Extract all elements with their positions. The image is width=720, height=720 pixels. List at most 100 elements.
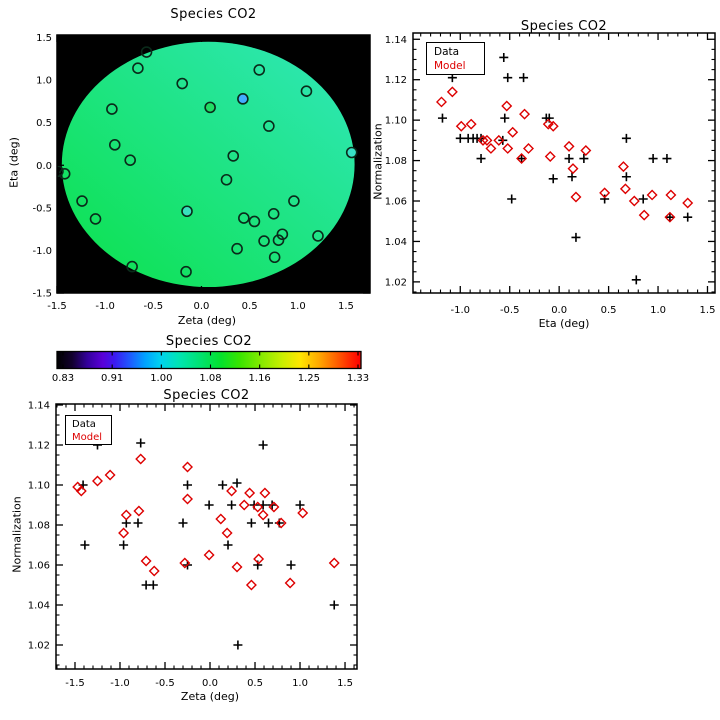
data-plus-marker — [233, 640, 243, 650]
norm_vs_eta-frame — [412, 32, 716, 294]
star-circle-marker — [263, 120, 275, 132]
model-diamond-marker — [446, 86, 458, 98]
model-diamond-marker — [244, 487, 256, 499]
norm-vs-eta-title: Species CO2 — [520, 19, 608, 34]
data-plus-marker — [579, 154, 589, 164]
data-plus-marker — [223, 540, 233, 550]
star-circle-marker — [176, 77, 188, 90]
map-xtick-label: 0.0 — [194, 301, 210, 312]
star-circle-marker — [89, 213, 102, 225]
data-plus-marker — [80, 540, 90, 550]
map-xtick-label: -1.5 — [47, 301, 67, 312]
norm_vs_zeta-ytick-label: 1.02 — [28, 641, 50, 652]
model-diamond-marker — [682, 197, 694, 209]
legend-data-label: Data — [434, 46, 460, 58]
norm_vs_zeta-xtick-label: -1.5 — [65, 678, 85, 689]
norm_vs_eta-ytick-label: 1.12 — [385, 75, 407, 86]
model-diamond-marker — [502, 142, 514, 154]
map-xtick-label: -1.0 — [95, 301, 115, 312]
norm_vs_zeta-ytick-label: 1.12 — [28, 441, 50, 452]
norm_vs_eta-ytick-label: 1.06 — [385, 197, 407, 208]
model-diamond-marker — [238, 499, 250, 511]
norm_vs_zeta-xtick-label: 0.5 — [247, 678, 263, 689]
data-plus-marker — [455, 133, 465, 143]
norm-vs-eta-legend: Data Model — [426, 42, 485, 75]
data-plus-marker — [621, 172, 631, 182]
data-plus-marker — [567, 172, 577, 182]
norm_vs_zeta-xtick-label: -1.0 — [110, 678, 130, 689]
norm_vs_eta-model-series — [435, 86, 694, 223]
model-diamond-marker — [148, 565, 160, 577]
model-diamond-marker — [203, 549, 215, 561]
star-circle-marker — [253, 64, 266, 76]
map-ytick-label: -1.5 — [32, 289, 52, 300]
map-ytick-label: 0.0 — [36, 161, 52, 172]
map-axes: -1.5 -1.0 -0.5 0.0 0.5 1.0 1.5 -1.5 -1.0 -0.5 0.0 0… — [32, 33, 371, 312]
norm_vs_eta-xtick-label: 0.5 — [601, 305, 617, 316]
data-plus-marker — [507, 194, 517, 204]
norm_vs_eta-xtick-label: 1.5 — [700, 305, 716, 316]
norm_vs_zeta-xtick-label: 1.0 — [292, 678, 308, 689]
colorbar-tick-label: 0.83 — [52, 373, 74, 384]
map-xtick-label: 1.5 — [338, 301, 354, 312]
model-diamond-marker — [182, 493, 193, 505]
data-plus-marker — [246, 518, 256, 528]
star-circle-marker — [220, 173, 233, 186]
norm_vs_eta-xtick-label: -0.5 — [500, 305, 520, 316]
norm_vs_zeta-ytick-label: 1.06 — [28, 561, 50, 572]
model-diamond-marker — [75, 485, 87, 497]
star-circle-marker — [126, 260, 138, 273]
model-diamond-marker — [179, 557, 191, 569]
colorbar-tick-label: 1.00 — [150, 373, 172, 384]
model-diamond-marker — [570, 191, 582, 203]
colorbar-title: Species CO2 — [165, 334, 253, 349]
model-diamond-marker — [133, 505, 145, 517]
model-diamond-marker — [328, 557, 340, 569]
data-plus-marker — [133, 518, 143, 528]
model-diamond-marker — [259, 487, 271, 499]
colorbar-tick-label: 1.25 — [298, 373, 320, 384]
data-plus-marker — [499, 52, 509, 62]
data-plus-marker — [178, 518, 188, 528]
star-circle-marker — [180, 265, 192, 278]
norm_vs_zeta-xtick-label: -0.5 — [155, 678, 175, 689]
colorbar-tick-label: 1.33 — [347, 373, 369, 384]
norm_vs_eta-ytick-label: 1.08 — [385, 156, 407, 167]
model-diamond-marker — [617, 161, 629, 173]
star-circle-marker — [227, 150, 240, 162]
data-plus-marker — [232, 478, 242, 488]
model-diamond-marker — [135, 453, 147, 465]
norm_vs_zeta-xtick-label: 0.0 — [202, 678, 218, 689]
star-circle-marker — [268, 251, 281, 264]
colorbar-tick-label: 1.16 — [249, 373, 271, 384]
model-diamond-marker — [516, 153, 528, 165]
model-diamond-marker — [507, 126, 519, 138]
norm_vs_eta-plot-area — [435, 52, 694, 285]
map-frame — [56, 34, 371, 294]
model-diamond-marker — [665, 189, 677, 201]
model-diamond-marker — [664, 211, 676, 223]
model-diamond-marker — [284, 577, 296, 589]
norm-vs-zeta-xaxis-label: Zeta (deg) — [180, 690, 240, 703]
model-diamond-marker — [252, 501, 264, 513]
model-diamond-marker — [567, 163, 579, 175]
model-diamond-marker — [580, 144, 592, 156]
star-circle-marker — [124, 154, 136, 166]
model-diamond-marker — [120, 509, 132, 521]
star-circle-marker — [237, 93, 249, 105]
map-ytick-label: 1.5 — [36, 33, 52, 44]
star-circle-marker — [312, 230, 324, 242]
model-diamond-marker — [104, 469, 116, 481]
data-plus-marker — [119, 540, 129, 550]
colorbar: 0.83 0.91 1.00 1.08 1.16 1.25 1.33 — [52, 350, 369, 384]
norm_vs_zeta-ytick-label: 1.04 — [28, 601, 50, 612]
norm_vs_zeta-plot-area — [72, 418, 340, 650]
norm_vs_zeta-axes: -1.5 -1.0 -0.5 0.0 0.5 1.0 1.5 1.02 1.04 1.06 1.08… — [28, 401, 358, 689]
model-diamond-marker — [297, 507, 309, 519]
star-circle-marker — [345, 146, 358, 159]
legend-model-label: Model — [72, 432, 103, 443]
data-plus-marker — [648, 154, 658, 164]
model-diamond-marker — [226, 485, 238, 497]
map-ytick-label: -0.5 — [32, 203, 52, 214]
